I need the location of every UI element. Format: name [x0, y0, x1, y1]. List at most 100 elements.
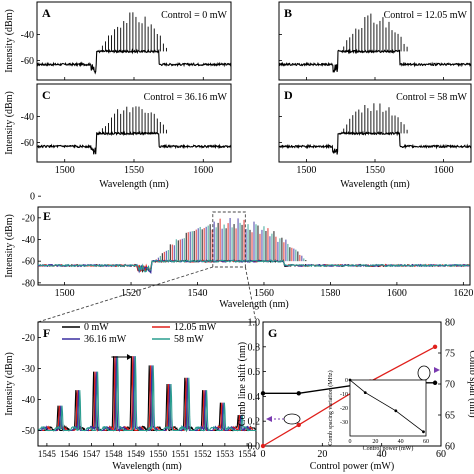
x-tick-label: 1550: [124, 165, 144, 176]
inset-point: [394, 409, 398, 413]
inset-y-tick-label: -20: [340, 406, 348, 412]
y-tick-label: -40: [22, 235, 35, 246]
inset-frame: [349, 379, 427, 437]
zoom-connector-right: [244, 266, 257, 323]
x-tick-label: 1500: [55, 165, 75, 176]
panel-label-D: D: [284, 88, 293, 102]
spectrum-trace: [36, 130, 232, 155]
y-tick-label-right: 60: [445, 442, 455, 453]
x-tick-label: 1580: [320, 288, 340, 299]
panel-F-frame: [37, 321, 257, 447]
x-tick-label: 1500: [296, 165, 316, 176]
y-tick-label: -60: [21, 56, 34, 67]
inset-y-tick-label: 0: [345, 378, 348, 384]
y-tick-label-right: 75: [445, 349, 455, 360]
x-tick-label: 1600: [193, 165, 213, 176]
y-axis-label-F: Intensity (dBm): [4, 352, 15, 416]
panel-label-C: C: [42, 88, 51, 102]
x-axis-label-D: Wavelength (nm): [340, 179, 409, 190]
inset-x-tick-label: 60: [423, 439, 429, 445]
x-tick-label-F: 1553: [216, 449, 235, 459]
legend-label: 58 mW: [174, 334, 204, 345]
inset-y-tick-label: -10: [340, 392, 348, 398]
data-point-G: [296, 391, 301, 396]
zoom-connector-left: [37, 266, 213, 323]
x-axis-label-G: Control power (mW): [310, 461, 394, 472]
y-tick-label: 1.0: [248, 318, 261, 329]
x-tick-label: 0: [261, 449, 266, 460]
spectrum-trace: [278, 130, 472, 155]
legend-label: 12.05 mW: [174, 322, 217, 333]
panel-label-E: E: [43, 209, 51, 223]
inset-x-label: Control power (mW): [363, 445, 414, 452]
left-axis-marker: [283, 413, 301, 425]
data-point-G: [432, 380, 438, 385]
y-tick-label: -40: [21, 30, 34, 41]
inset-y-label: Comb spacing variation (MHz): [327, 370, 334, 445]
x-axis-label-E: Wavelength (nm): [219, 299, 288, 310]
data-point-G: [432, 344, 438, 349]
x-tick-label-F: 1545: [38, 449, 57, 459]
y-tick-label: -80: [22, 278, 35, 289]
x-axis-label-F: Wavelength (nm): [112, 461, 181, 472]
y-tick-label-right: 65: [445, 411, 455, 422]
x-axis-label-C: Wavelength (nm): [99, 179, 168, 190]
annotation-B: Control = 12.05 mW: [384, 10, 468, 21]
panel-label-F: F: [43, 326, 50, 340]
annotation-A: Control = 0 mW: [161, 10, 227, 21]
y-tick-label: -60: [22, 257, 35, 268]
y-axis-label-E: Intensity (dBm): [4, 214, 15, 278]
x-tick-label: 1600: [434, 165, 454, 176]
x-tick-label: 1560: [254, 288, 274, 299]
series-line-G: [262, 346, 436, 447]
x-tick-label-F: 1549: [127, 449, 146, 459]
inset-point: [348, 378, 352, 382]
inset-y-tick-label: -30: [340, 420, 348, 426]
right-axis-arrowhead: [434, 367, 440, 373]
x-tick-label: 1540: [188, 288, 208, 299]
spectrum-trace: [37, 259, 470, 273]
x-tick-label-F: 1551: [171, 449, 189, 459]
y-tick-label: 0.6: [248, 367, 261, 378]
x-tick-label: 1620: [453, 288, 473, 299]
inset-point: [363, 391, 367, 394]
y-tick-label: 0.8: [248, 342, 261, 353]
data-point-G: [296, 422, 301, 428]
x-tick-label-F: 1548: [105, 449, 124, 459]
x-tick-label-F: 1552: [194, 449, 212, 459]
x-tick-label-F: 1547: [82, 449, 101, 459]
y-tick-label: -50: [22, 426, 35, 437]
y-tick-label: -20: [22, 213, 35, 224]
zoom-box: [212, 211, 246, 268]
inset-x-tick-label: 40: [398, 439, 404, 445]
y-axis-label-G: Comb line shift (nm): [237, 342, 248, 426]
y-tick-label: 0.0: [248, 442, 261, 453]
inset-point: [422, 430, 425, 434]
x-tick-label: 60: [436, 449, 446, 460]
annotation-C: Control = 36.16 mW: [144, 92, 228, 103]
panel-label-G: G: [268, 326, 277, 340]
y-axis-label-C: Intensity (dBm): [4, 91, 15, 155]
legend-label: 36.16 mW: [84, 334, 127, 345]
y-tick-label: 0: [30, 192, 35, 203]
y-axis-label-right-G: Comb span (nm): [467, 350, 474, 417]
y-axis-label-A: Intensity (dBm): [4, 9, 15, 73]
data-point-G: [260, 443, 266, 449]
left-axis-arrowhead: [266, 416, 272, 422]
shift-arrowhead: [126, 354, 132, 360]
y-tick-label: -40: [21, 112, 34, 123]
right-axis-marker: [417, 365, 431, 381]
panel-label-B: B: [284, 6, 292, 20]
spectrum-trace: [278, 48, 472, 73]
inset-line: [349, 379, 424, 433]
x-tick-label: 1520: [121, 288, 141, 299]
panel-E-frame: [37, 206, 471, 286]
x-tick-label-F: 1550: [149, 449, 168, 459]
x-tick-label-F: 1546: [60, 449, 79, 459]
y-tick-label: -60: [21, 138, 34, 149]
spectrum-trace-F: [37, 356, 257, 432]
y-tick-label: 0.2: [248, 417, 261, 428]
panel-label-A: A: [42, 6, 51, 20]
y-tick-label-right: 70: [445, 380, 455, 391]
